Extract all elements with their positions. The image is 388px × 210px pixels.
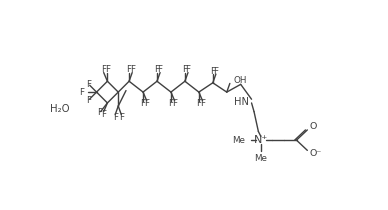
Text: F: F (126, 65, 132, 74)
Text: F: F (172, 99, 177, 108)
Text: F: F (130, 65, 135, 74)
Text: F: F (86, 80, 91, 89)
Text: OH: OH (234, 76, 247, 85)
Text: F: F (158, 65, 163, 74)
Text: F: F (196, 99, 201, 108)
Text: F: F (213, 67, 218, 76)
Text: F: F (140, 99, 146, 108)
Text: F: F (105, 65, 110, 74)
Text: O: O (310, 122, 317, 131)
Text: F: F (86, 96, 91, 105)
Text: F: F (154, 65, 159, 74)
Text: F: F (101, 65, 106, 74)
Text: F: F (97, 108, 102, 117)
Text: Me: Me (255, 154, 267, 163)
Text: F: F (101, 110, 106, 119)
Text: O⁻: O⁻ (310, 149, 322, 158)
Text: F: F (119, 113, 124, 122)
Text: HN: HN (234, 97, 249, 107)
Text: Me: Me (232, 136, 245, 145)
Text: F: F (113, 113, 118, 122)
Text: F: F (79, 88, 84, 97)
Text: F: F (200, 99, 205, 108)
Text: H₂O: H₂O (50, 104, 70, 114)
Text: N⁺: N⁺ (254, 135, 268, 145)
Text: F: F (185, 65, 191, 74)
Text: F: F (182, 65, 187, 74)
Text: F: F (144, 99, 149, 108)
Text: F: F (210, 67, 215, 76)
Text: F: F (168, 99, 173, 108)
